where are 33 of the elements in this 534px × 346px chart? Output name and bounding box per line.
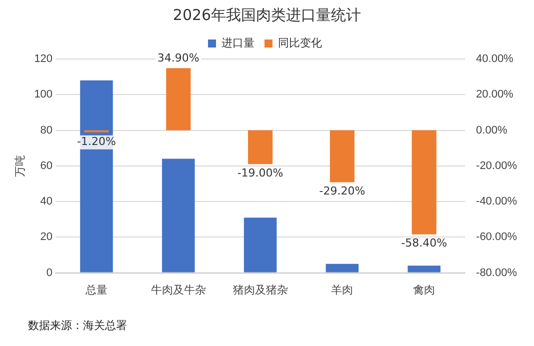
y-axis-title: 万吨 (14, 154, 27, 177)
y2-tick-label: -20.00% (476, 160, 518, 172)
x-tick-label: 总量 (84, 283, 108, 296)
bar (326, 264, 359, 272)
legend-label: 同比变化 (278, 36, 322, 50)
source-note: 数据来源：海关总署 (28, 318, 127, 333)
data-label: -29.20% (319, 184, 366, 198)
y2-tick-label: 0.00% (476, 124, 508, 136)
legend-label: 进口量 (222, 36, 254, 50)
y-tick-label: 60 (40, 160, 53, 172)
y2-tick-label: 20.00% (476, 88, 514, 101)
data-label: -58.40% (401, 236, 448, 250)
y-tick-label: 80 (40, 124, 53, 136)
y2-tick-label: -80.00% (476, 266, 518, 279)
y2-tick-label: 40.00% (476, 53, 514, 66)
chart-title: 2026年我国肉类进口量统计 (172, 6, 362, 25)
data-label: -19.00% (237, 166, 284, 180)
y-tick-label: 120 (34, 53, 53, 66)
bar (244, 218, 277, 272)
x-tick-label: 猪肉及猪杂 (232, 283, 288, 296)
y2-tick-label: -40.00% (476, 196, 518, 208)
bar (408, 266, 440, 272)
data-label: -1.20% (77, 134, 116, 148)
x-tick-label: 禽肉 (413, 284, 436, 296)
y-tick-label: 40 (40, 196, 53, 208)
data-label: 34.90% (157, 51, 200, 64)
y-tick-label: 100 (34, 88, 53, 101)
y2-tick-label: -60.00% (476, 231, 518, 244)
y-tick-label: 0 (46, 266, 53, 279)
x-tick-label: 羊肉 (331, 284, 354, 296)
y-tick-label: 20 (40, 231, 53, 244)
bar (162, 158, 195, 272)
x-tick-label: 牛肉及牛杂 (150, 283, 206, 296)
